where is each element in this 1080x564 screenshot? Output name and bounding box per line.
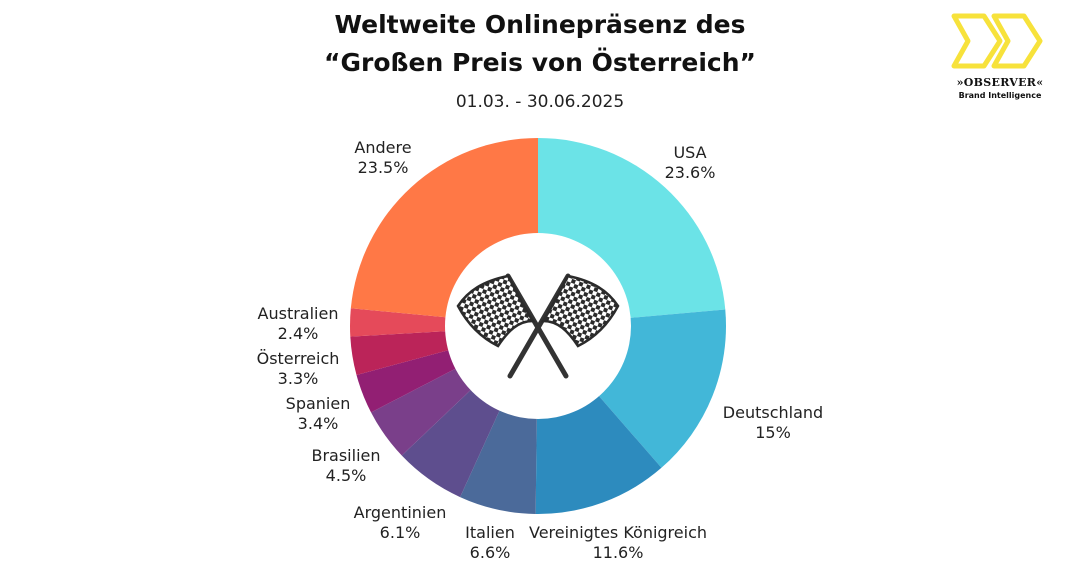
slice-label-value: 23.6% xyxy=(665,163,716,182)
logo-brand-text: »OBSERVER« xyxy=(956,76,1044,89)
slice-label-name: Österreich xyxy=(257,349,340,368)
logo-tagline: Brand Intelligence xyxy=(958,91,1042,100)
slice-label-value: 2.4% xyxy=(278,324,319,343)
slice-label-value: 11.6% xyxy=(593,543,644,562)
slice-label-name: USA xyxy=(673,143,706,162)
slice-label-value: 23.5% xyxy=(358,158,409,177)
chart-subtitle: 01.03. - 30.06.2025 xyxy=(455,92,625,112)
slice-label-name: Italien xyxy=(465,523,515,542)
chart-title-line-2: “Großen Preis von Österreich” xyxy=(324,48,756,77)
slice-label-name: Brasilien xyxy=(311,446,380,465)
slice-label-name: Deutschland xyxy=(723,403,823,422)
observer-logo: »OBSERVER« Brand Intelligence xyxy=(944,10,1064,105)
slice-label-value: 3.3% xyxy=(278,369,319,388)
double-chevron-logo-icon xyxy=(951,13,1043,69)
chart-title-line-1: Weltweite Onlinepräsenz des xyxy=(334,10,746,39)
slice-label-name: Argentinien xyxy=(354,503,447,522)
slice-label-value: 4.5% xyxy=(326,466,367,485)
slice-label-value: 6.1% xyxy=(380,523,421,542)
slice-label-value: 15% xyxy=(755,423,791,442)
slice-label-name: Vereinigtes Königreich xyxy=(529,523,707,542)
crossed-checkered-flags-icon xyxy=(456,273,620,379)
chart-title: Weltweite Onlinepräsenz des “Großen Prei… xyxy=(0,6,1080,82)
slice-label-name: Spanien xyxy=(286,394,351,413)
slice-label-value: 6.6% xyxy=(470,543,511,562)
slice-label-name: Andere xyxy=(354,138,411,157)
slice-label-value: 3.4% xyxy=(298,414,339,433)
slice-label-name: Australien xyxy=(258,304,339,323)
slice-australien xyxy=(350,308,538,337)
